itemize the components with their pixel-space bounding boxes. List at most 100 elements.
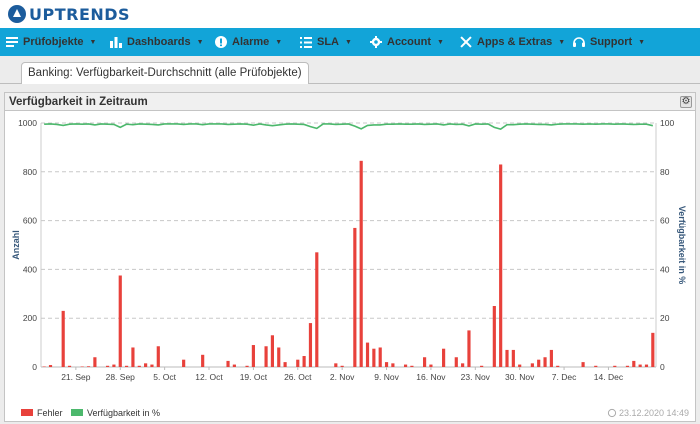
y2-tick-label: 20: [660, 313, 670, 323]
y2-axis-label: Verfügbarkeit in %: [677, 206, 687, 285]
gear-icon: ⚙: [681, 96, 691, 107]
nav-alarme[interactable]: Alarme ▼: [215, 28, 282, 56]
bar-fehler: [67, 365, 72, 367]
caret-down-icon: ▼: [558, 38, 566, 46]
bar-fehler: [403, 364, 408, 367]
nav-sla[interactable]: SLA ▼: [300, 28, 352, 56]
y-axis-label: Anzahl: [11, 230, 21, 260]
bar-fehler: [144, 363, 148, 367]
nav-label: Prüfobjekte: [23, 36, 84, 48]
bar-fehler: [638, 364, 642, 367]
bar-fehler: [359, 160, 363, 367]
bar-fehler: [499, 164, 503, 367]
bar-fehler: [277, 347, 281, 367]
bar-fehler: [530, 363, 534, 367]
bar-fehler: [93, 357, 97, 367]
bar-fehler: [61, 310, 65, 367]
bar-fehler: [251, 345, 255, 367]
bar-fehler: [372, 348, 376, 367]
bar-fehler: [105, 365, 110, 367]
list-icon: [6, 37, 18, 47]
bar-fehler: [480, 365, 484, 367]
panel-settings-button[interactable]: ⚙: [680, 96, 692, 108]
bar-fehler: [594, 365, 598, 367]
bar-fehler: [543, 357, 547, 367]
tools-icon: [460, 36, 472, 48]
bar-fehler: [549, 349, 553, 367]
x-tick-label: 30. Nov: [505, 372, 535, 382]
bar-fehler: [442, 348, 446, 367]
bar-fehler: [391, 363, 395, 367]
availability-line: [44, 123, 654, 130]
brand-name: UPTRENDS: [29, 4, 131, 24]
bar-fehler: [556, 365, 560, 367]
bar-fehler: [625, 365, 630, 367]
bar-fehler: [112, 364, 116, 367]
bar-fehler: [125, 365, 129, 367]
timestamp-text: 23.12.2020 14:49: [619, 408, 689, 418]
x-tick-label: 19. Oct: [240, 372, 268, 382]
nav-label: Dashboards: [127, 36, 191, 48]
nav-pruefobjekte[interactable]: Prüfobjekte ▼: [6, 28, 96, 56]
y-tick-label: 1000: [18, 118, 37, 128]
y-tick-label: 800: [23, 167, 37, 177]
bar-fehler: [296, 359, 300, 367]
caret-down-icon: ▼: [437, 38, 444, 46]
bar-fehler: [302, 356, 306, 367]
legend-label-availability: Verfügbarkeit in %: [87, 408, 160, 418]
y2-tick-label: 80: [660, 167, 670, 177]
checklist-icon: [300, 36, 312, 48]
bar-fehler: [118, 275, 122, 367]
clock-icon: [607, 408, 617, 418]
y-tick-label: 200: [23, 313, 37, 323]
panel-header: Verfügbarkeit in Zeitraum: [5, 93, 695, 111]
y-tick-label: 0: [32, 362, 37, 372]
caret-down-icon: ▼: [345, 38, 352, 46]
x-tick-label: 9. Nov: [374, 372, 399, 382]
nav-account[interactable]: Account ▼: [370, 28, 444, 56]
legend-swatch-availability: [71, 409, 83, 416]
bar-fehler: [632, 360, 636, 367]
bar-fehler: [264, 346, 268, 367]
bar-fehler: [86, 366, 91, 367]
nav-label: Alarme: [232, 36, 270, 48]
x-tick-label: 26. Oct: [284, 372, 312, 382]
bar-fehler: [137, 365, 141, 367]
caret-down-icon: ▼: [196, 38, 204, 46]
top-bar: UPTRENDS: [0, 0, 700, 28]
logo-icon: [8, 5, 26, 23]
availability-panel: Verfügbarkeit in Zeitraum ⚙ 0 200 400 600 80…: [4, 92, 696, 422]
y2-tick-label: 40: [660, 264, 670, 274]
bar-fehler: [308, 323, 313, 367]
y-tick-label: 600: [23, 216, 37, 226]
bar-fehler: [315, 252, 319, 367]
tab-banking[interactable]: Banking: Verfügbarkeit-Durchschnitt (all…: [21, 62, 309, 84]
bar-fehler: [511, 349, 515, 367]
tab-bar: Banking: Verfügbarkeit-Durchschnitt (all…: [0, 56, 700, 84]
caret-down-icon: ▼: [89, 38, 97, 46]
bar-fehler: [581, 362, 585, 367]
panel-title: Verfügbarkeit in Zeitraum: [9, 95, 148, 108]
alert-icon: [215, 36, 227, 48]
legend-label-fehler: Fehler: [37, 408, 63, 418]
bar-fehler: [334, 363, 338, 367]
bar-fehler: [492, 306, 496, 367]
y-tick-label: 400: [23, 264, 37, 274]
bar-fehler: [226, 360, 230, 367]
bar-fehler: [48, 365, 53, 367]
bar-fehler: [245, 365, 249, 367]
nav-apps-extras[interactable]: Apps & Extras ▼: [460, 28, 565, 56]
nav-label: Apps & Extras: [477, 36, 553, 48]
x-tick-label: 16. Nov: [416, 372, 446, 382]
nav-support[interactable]: Support ▼: [573, 28, 645, 56]
bar-fehler: [518, 364, 522, 367]
bar-fehler: [270, 335, 274, 367]
bar-fehler: [131, 347, 135, 367]
nav-dashboards[interactable]: Dashboards ▼: [110, 28, 204, 56]
x-tick-label: 23. Nov: [461, 372, 491, 382]
bar-fehler: [156, 346, 160, 367]
bar-fehler: [505, 349, 509, 367]
bar-fehler: [461, 363, 465, 367]
bar-fehler: [201, 354, 205, 367]
uptrends-logo[interactable]: UPTRENDS: [8, 5, 130, 24]
